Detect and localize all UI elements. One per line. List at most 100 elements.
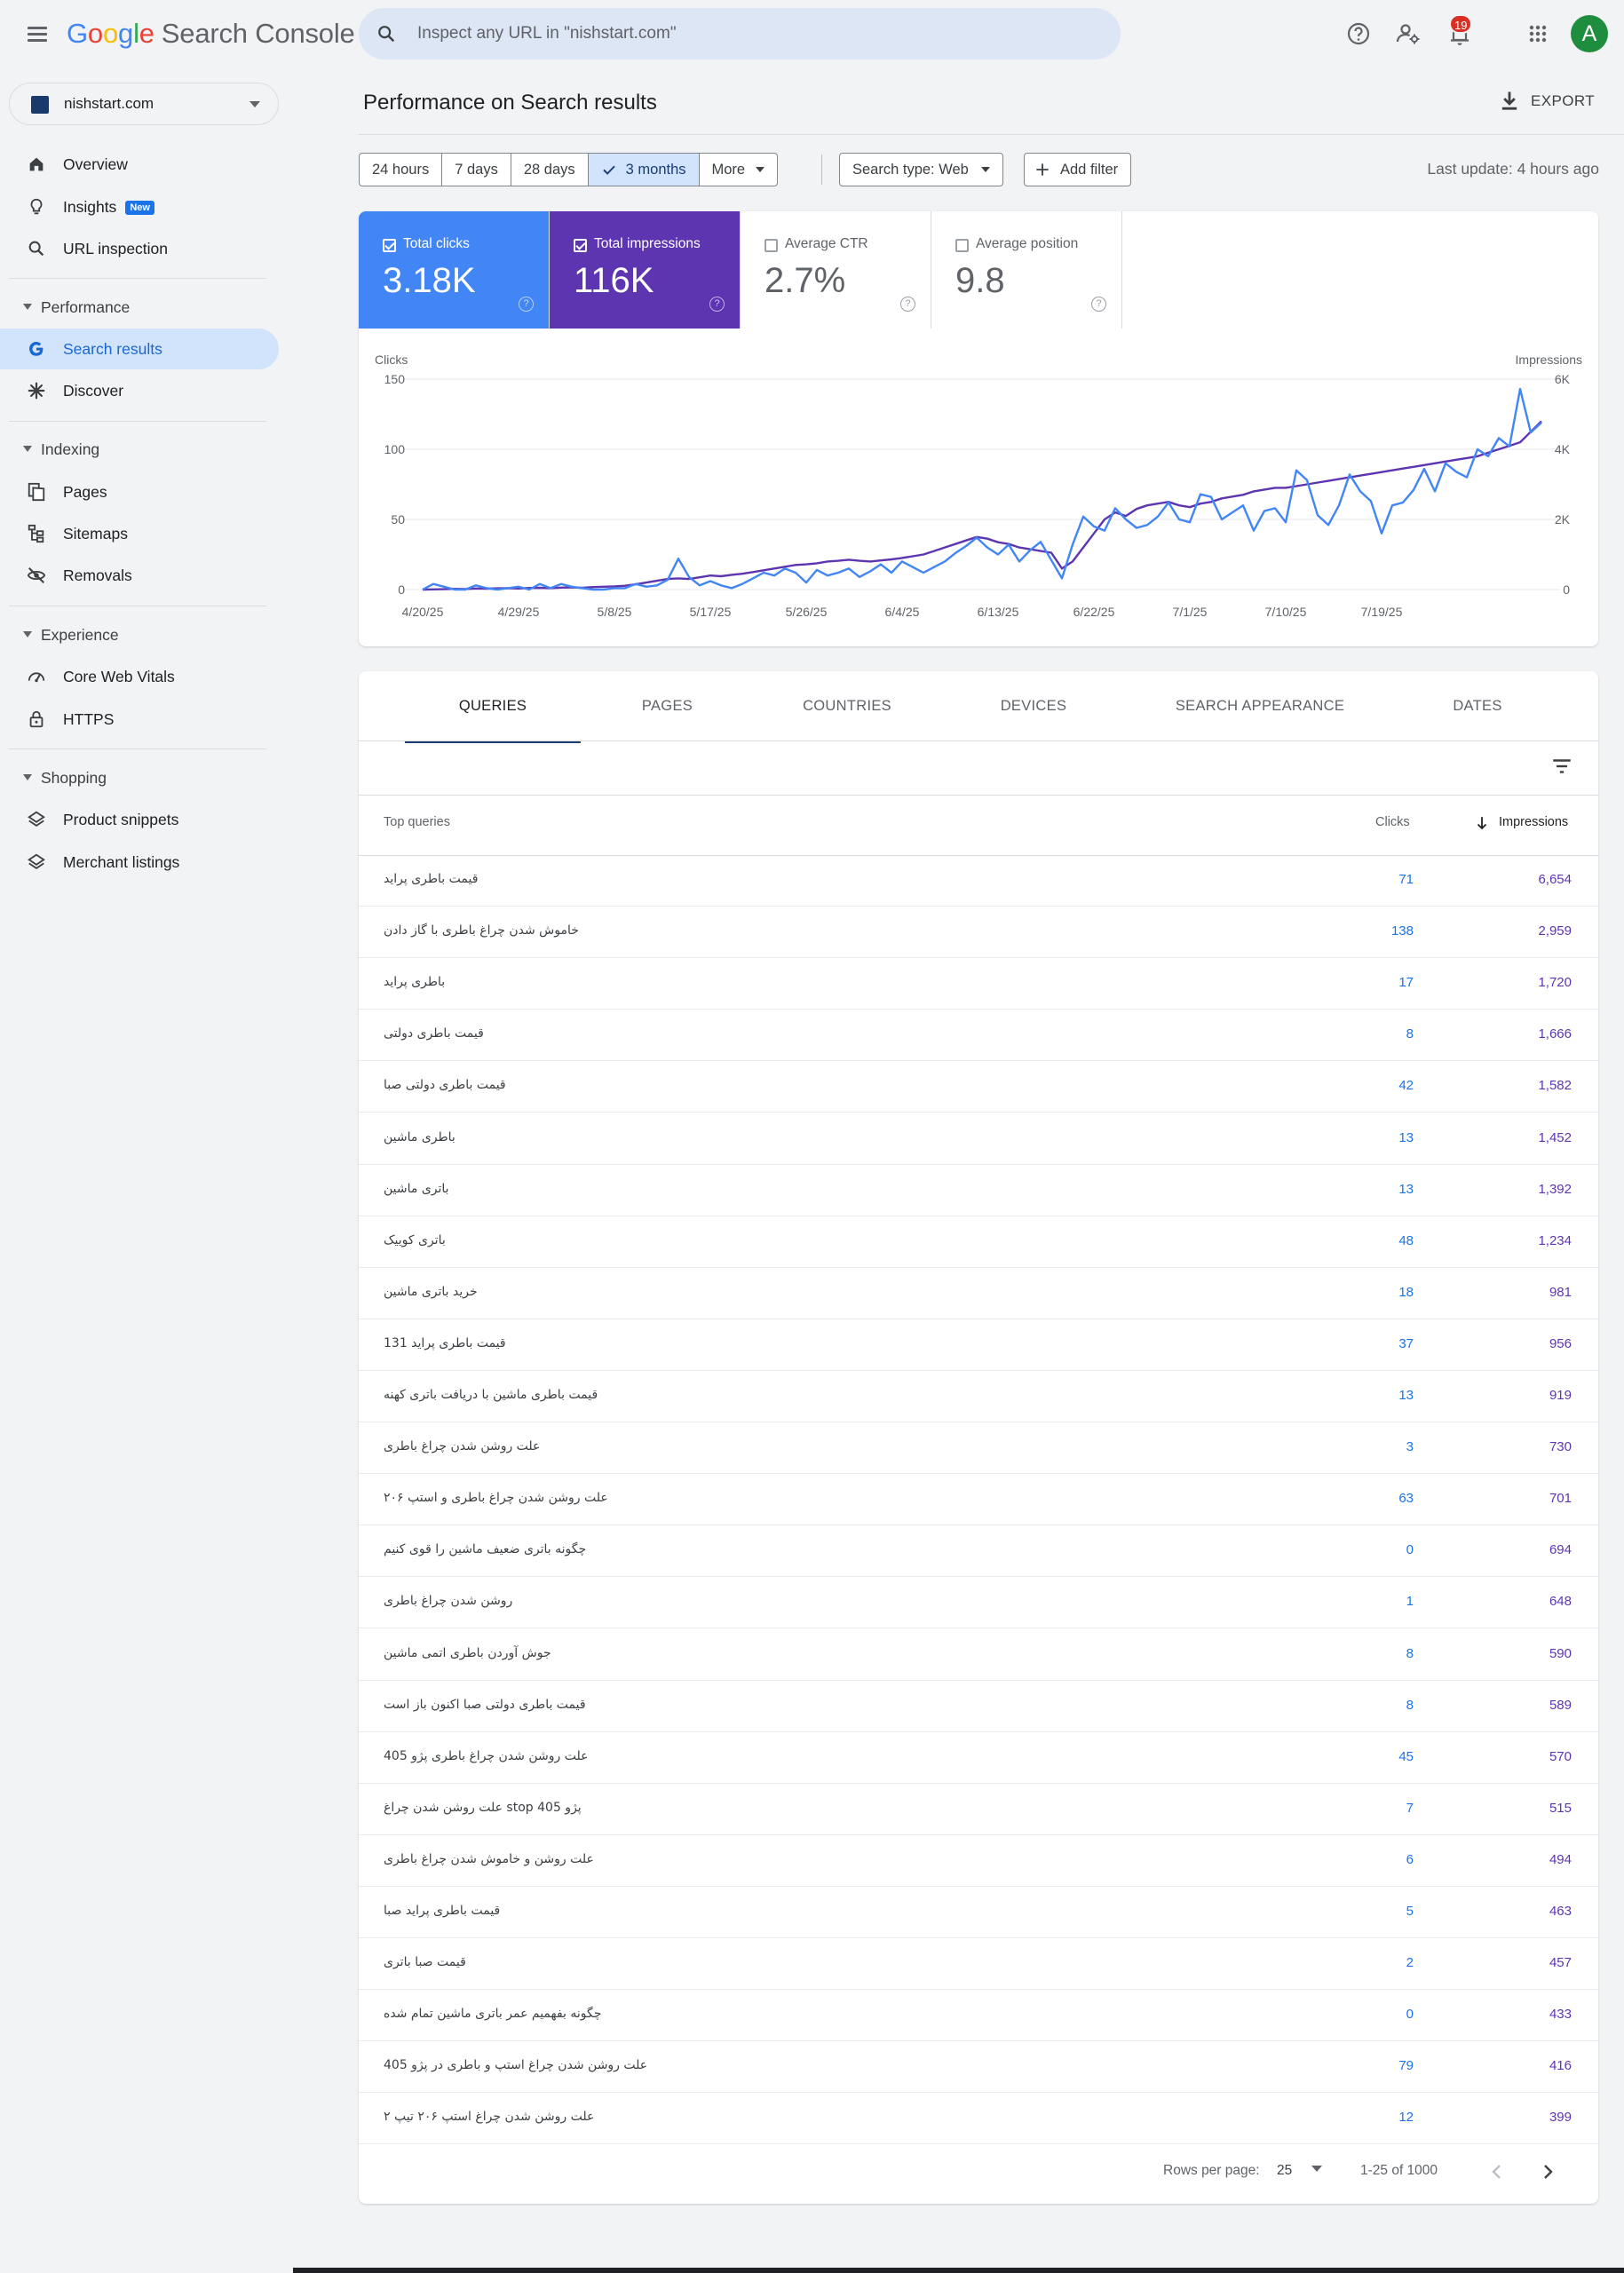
table-row[interactable]: علت روشن شدن چراغ باطری و استپ ۲۰۶ 63 701 (359, 1474, 1598, 1526)
google-g-icon (29, 341, 44, 356)
query-text: علت روشن شدن چراغ باطری پژو 405 (384, 1748, 589, 1763)
checkbox-checked[interactable] (383, 239, 396, 252)
range-28-days[interactable]: 28 days (510, 153, 589, 186)
table-row[interactable]: قیمت باطری پراید 71 6,654 (359, 855, 1598, 907)
toolbar-divider (359, 795, 1598, 796)
clicks-value: 13 (1398, 1129, 1414, 1145)
next-page-chevron-icon[interactable] (1537, 2161, 1558, 2182)
clicks-value: 45 (1398, 1748, 1414, 1764)
download-icon (1501, 91, 1517, 110)
sidebar-item-product-snippets[interactable]: Product snippets (0, 799, 279, 840)
range-more-dropdown[interactable]: More (698, 153, 779, 186)
taskbar-edge (293, 2268, 1624, 2273)
tab-search-appearance[interactable]: SEARCH APPEARANCE (1175, 698, 1345, 714)
table-row[interactable]: علت روشن شدن چراغ باطری پژو 405 45 570 (359, 1732, 1598, 1784)
section-shopping[interactable]: Shopping (0, 760, 279, 796)
metric-total-impressions[interactable]: Total impressions 116K ? (550, 211, 741, 329)
table-row[interactable]: علت روشن شدن چراغ استپ و باطری در پژو 40… (359, 2041, 1598, 2094)
apps-grid-icon[interactable] (1522, 18, 1554, 50)
filter-rows-icon[interactable] (1550, 755, 1573, 778)
column-header-impressions[interactable]: Impressions (1499, 815, 1569, 829)
table-row[interactable]: جوش آوردن باطری اتمی ماشین 8 590 (359, 1629, 1598, 1681)
column-header-clicks[interactable]: Clicks (1375, 815, 1410, 829)
table-row[interactable]: قیمت باطری دولتی صبا اکنون باز است 8 589 (359, 1681, 1598, 1732)
property-selector[interactable]: nishstart.com (9, 83, 279, 125)
table-row[interactable]: چگونه باتری ضعیف ماشین را قوی کنیم 0 694 (359, 1525, 1598, 1578)
metric-total-clicks[interactable]: Total clicks 3.18K ? (359, 211, 550, 329)
layers-icon (28, 811, 45, 827)
range-24-hours[interactable]: 24 hours (359, 153, 443, 186)
table-row[interactable]: قیمت باطری دولتی صبا 42 1,582 (359, 1061, 1598, 1113)
table-row[interactable]: علت روشن و خاموش شدن چراغ باطری 6 494 (359, 1835, 1598, 1887)
sidebar-item-insights[interactable]: Insights New (0, 186, 279, 227)
sidebar-item-search-results[interactable]: Search results (0, 329, 279, 369)
help-icon[interactable]: ? (709, 297, 725, 312)
metric-average-ctr[interactable]: Average CTR 2.7% ? (741, 211, 931, 329)
tab-countries[interactable]: COUNTRIES (803, 698, 891, 714)
rows-per-page-select[interactable]: 25 (1277, 2163, 1323, 2179)
column-header-query: Top queries (384, 815, 450, 829)
table-row[interactable]: علت روشن شدن چراغ stop پژو 405 7 515 (359, 1784, 1598, 1835)
sidebar-item-pages[interactable]: Pages (0, 471, 279, 512)
sidebar-item-sitemaps[interactable]: Sitemaps (0, 513, 279, 554)
table-row[interactable]: باتری ماشین 13 1,392 (359, 1165, 1598, 1216)
sidebar-item-core-web-vitals[interactable]: Core Web Vitals (0, 656, 279, 697)
table-row[interactable]: علت روشن شدن چراغ استپ ۲۰۶ تیپ ۲ 12 399 (359, 2093, 1598, 2145)
impressions-value: 1,392 (1538, 1181, 1572, 1197)
table-row[interactable]: باطری ماشین 13 1,452 (359, 1113, 1598, 1165)
table-row[interactable]: قیمت باطری دولتی 8 1,666 (359, 1010, 1598, 1062)
sidebar-item-overview[interactable]: Overview (0, 144, 279, 185)
search-console-logo[interactable]: Google Search Console (67, 18, 355, 49)
search-type-filter[interactable]: Search type: Web (839, 153, 1003, 186)
tab-queries[interactable]: QUERIES (405, 671, 581, 743)
section-experience[interactable]: Experience (0, 617, 279, 653)
checkbox-unchecked[interactable] (764, 239, 778, 252)
clicks-value: 37 (1398, 1335, 1414, 1351)
sidebar-item-discover[interactable]: Discover (0, 370, 279, 411)
series-line-impressions (422, 420, 1542, 591)
help-icon[interactable]: ? (1091, 297, 1106, 312)
sidebar-item-merchant-listings[interactable]: Merchant listings (0, 842, 279, 883)
table-row[interactable]: علت روشن شدن چراغ باطری 3 730 (359, 1422, 1598, 1475)
query-text: خاموش شدن چراغ باطری با گاز دادن (384, 923, 579, 939)
table-row[interactable]: چگونه بفهمیم عمر باتری ماشین تمام شده 0 43… (359, 1990, 1598, 2042)
export-label: EXPORT (1531, 92, 1595, 109)
table-row[interactable]: باتری کوییک 48 1,234 (359, 1216, 1598, 1268)
range-7-days[interactable]: 7 days (441, 153, 511, 186)
sort-descending-arrow-icon[interactable] (1474, 815, 1490, 831)
checkbox-unchecked[interactable] (955, 239, 969, 252)
table-row[interactable]: خاموش شدن چراغ باطری با گاز دادن 138 2,959 (359, 907, 1598, 959)
metric-average-position[interactable]: Average position 9.8 ? (931, 211, 1122, 329)
sidebar-item-removals[interactable]: Removals (0, 555, 279, 596)
table-row[interactable]: قیمت باطری ماشین با دریافت باتری کهنه 13 9… (359, 1371, 1598, 1422)
table-row[interactable]: قیمت باطری پراید صبا 5 463 (359, 1887, 1598, 1938)
table-row[interactable]: خرید باتری ماشین 18 981 (359, 1268, 1598, 1319)
table-row[interactable]: قیمت باطری پراید 131 37 956 (359, 1319, 1598, 1371)
property-name: nishstart.com (64, 95, 154, 112)
range-3-months[interactable]: 3 months (587, 153, 700, 186)
add-filter-button[interactable]: Add filter (1024, 153, 1132, 186)
tab-devices[interactable]: DEVICES (1000, 698, 1067, 714)
main-menu-icon[interactable] (21, 20, 53, 48)
table-row[interactable]: قیمت صبا باتری 2 457 (359, 1938, 1598, 1991)
section-performance[interactable]: Performance (0, 289, 279, 325)
manage-users-icon[interactable] (1392, 18, 1424, 50)
previous-page-chevron-icon[interactable] (1486, 2161, 1508, 2182)
checkbox-checked[interactable] (574, 239, 587, 252)
search-input[interactable] (417, 19, 1092, 49)
help-icon[interactable] (1343, 18, 1374, 50)
sidebar-item-https[interactable]: HTTPS (0, 699, 279, 740)
clicks-value: 0 (1406, 1542, 1414, 1558)
performance-line-chart[interactable]: Clicks Impressions 0 0 50 2K 100 4K 150 6K 4/20/25… (359, 345, 1598, 646)
help-icon[interactable]: ? (519, 297, 534, 312)
table-row[interactable]: باطری پراید 17 1,720 (359, 958, 1598, 1010)
table-row[interactable]: روشن شدن چراغ باطری 1 648 (359, 1577, 1598, 1629)
help-icon[interactable]: ? (900, 297, 915, 312)
sidebar-item-url-inspection[interactable]: URL inspection (0, 228, 279, 269)
account-avatar[interactable]: A (1571, 15, 1608, 52)
tab-dates[interactable]: DATES (1453, 698, 1502, 714)
section-indexing[interactable]: Indexing (0, 432, 279, 467)
sidebar-item-label: Pages (63, 483, 107, 501)
tab-pages[interactable]: PAGES (641, 698, 693, 714)
rows-per-page-label: Rows per page: (1163, 2163, 1260, 2178)
